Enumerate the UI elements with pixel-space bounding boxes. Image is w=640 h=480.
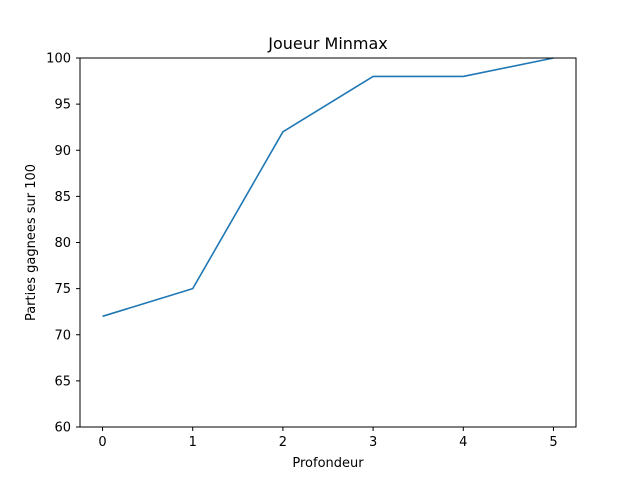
y-tick-label: 80 xyxy=(54,236,71,251)
plot-frame xyxy=(79,57,577,428)
x-tick-label: 2 xyxy=(279,435,287,450)
x-axis-label: Profondeur xyxy=(292,456,364,471)
y-tick-label: 60 xyxy=(54,421,71,436)
x-tick-label: 1 xyxy=(189,435,197,450)
y-tick-label: 90 xyxy=(54,144,71,159)
x-tick-label: 5 xyxy=(549,435,557,450)
x-axis-ticks: 0 1 2 3 4 5 xyxy=(98,427,558,450)
y-tick-label: 100 xyxy=(46,52,71,67)
y-tick-label: 75 xyxy=(54,282,71,297)
y-axis-ticks: 60 65 70 75 80 85 90 95 100 xyxy=(46,52,80,436)
chart-title: Joueur Minmax xyxy=(267,34,388,53)
x-tick-label: 3 xyxy=(369,435,377,450)
y-tick-label: 70 xyxy=(54,328,71,343)
y-tick-label: 85 xyxy=(54,190,71,205)
x-tick-label: 0 xyxy=(98,435,106,450)
y-tick-label: 95 xyxy=(54,98,71,113)
plot-area xyxy=(80,58,576,427)
y-axis-label: Parties gagnees sur 100 xyxy=(24,164,39,321)
x-tick-label: 4 xyxy=(459,435,467,450)
y-tick-label: 65 xyxy=(54,374,71,389)
series-layer xyxy=(102,57,554,318)
series-line-0 xyxy=(102,57,554,318)
